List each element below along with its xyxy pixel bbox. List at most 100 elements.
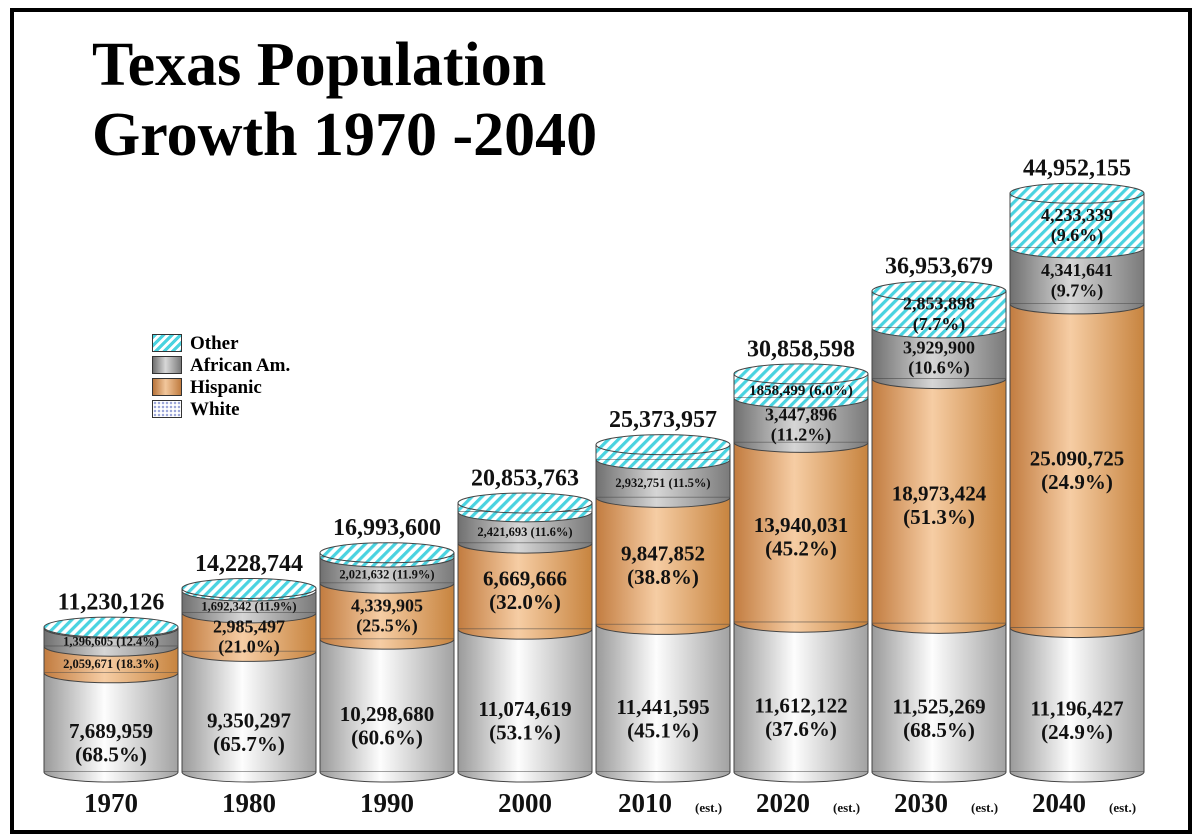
label-hispanic-1980: 2,985,497 (21.0%)	[213, 616, 285, 657]
label-african-1970: 1,396,605 (12.4%)	[63, 635, 159, 649]
x-tick-label-1970: 1970	[84, 788, 138, 818]
label-african-1980: 1,692,342 (11.9%)	[201, 599, 296, 613]
segment-curve-hispanic-2000	[457, 629, 593, 640]
segment-curve-african-1990	[319, 583, 455, 594]
legend-swatch-hispanic	[152, 378, 182, 396]
label-other-2040: 4,233,339 (9.6%)	[1041, 205, 1113, 246]
cylinder-top-2020	[733, 363, 869, 385]
label-white-2000: 11,074,619 (53.1%)	[478, 697, 571, 745]
segment-curve-hispanic-2030	[871, 623, 1007, 634]
label-african-2000: 2,421,693 (11.6%)	[477, 525, 572, 539]
segment-curve-african-2010	[595, 497, 731, 508]
legend-item-african: African Am.	[152, 354, 290, 376]
total-label-2010: 25,373,957	[609, 407, 717, 433]
segment-hispanic-2000	[457, 542, 593, 630]
x-tick-label-2030: 2030	[894, 788, 948, 818]
bar-2010	[595, 434, 731, 783]
segment-hispanic-2010	[595, 496, 731, 625]
cylinder-top-1970	[43, 616, 179, 638]
x-tick-label-1980: 1980	[222, 788, 276, 818]
segment-curve-other-2040	[1009, 247, 1145, 259]
chart-canvas: 7,689,959 (68.5%) 2,059,671 (18.3%) 1,396,6…	[43, 156, 1145, 818]
bar-2000	[457, 492, 593, 783]
segment-curve-african-2000	[457, 542, 593, 554]
segment-curve-hispanic-1980	[181, 651, 317, 662]
segment-curve-other-2010	[595, 459, 731, 471]
label-hispanic-2000: 6,669,666 (32.0%)	[483, 567, 567, 615]
label-african-2040: 4,341,641 (9.7%)	[1041, 260, 1113, 301]
chart-title-line-1: Texas Population	[92, 31, 547, 99]
legend-item-other: Other	[152, 332, 290, 354]
segment-curve-white-2010	[595, 771, 731, 783]
label-african-2030: 3,929,900 (10.6%)	[903, 337, 975, 378]
total-label-2000: 20,853,763	[471, 465, 579, 491]
total-label-1980: 14,228,744	[195, 551, 303, 577]
label-white-2030: 11,525,269 (68.5%)	[892, 694, 985, 742]
segment-white-2030	[871, 622, 1007, 773]
segment-curve-african-2020	[733, 442, 869, 453]
segment-hispanic-2040	[1009, 303, 1145, 629]
segment-white-2020	[733, 621, 869, 773]
x-tick-label-2010: 2010	[618, 788, 672, 818]
label-hispanic-2020: 13,940,031 (45.2%)	[754, 513, 849, 561]
label-white-2010: 11,441,595 (45.1%)	[616, 695, 709, 743]
x-tick-suffix-2030: (est.)	[971, 800, 998, 815]
segment-white-2000	[457, 628, 593, 773]
label-hispanic-1970: 2,059,671 (18.3%)	[63, 657, 159, 671]
segment-curve-white-1990	[319, 771, 455, 783]
segment-curve-other-2020	[733, 397, 869, 409]
cylinder-top-2040	[1009, 182, 1145, 204]
segment-white-2010	[595, 623, 731, 773]
segment-hispanic-2020	[733, 441, 869, 623]
x-tick-label-2040: 2040	[1032, 788, 1086, 818]
bar-1990	[319, 542, 455, 783]
segment-hispanic-2030	[871, 378, 1007, 624]
segment-curve-white-2030	[871, 771, 1007, 783]
cylinder-top-1990	[319, 542, 455, 564]
x-tick-suffix-2020: (est.)	[833, 800, 860, 815]
total-label-2030: 36,953,679	[885, 254, 993, 280]
label-hispanic-2010: 9,847,852 (38.8%)	[621, 542, 705, 590]
segment-curve-hispanic-1990	[319, 639, 455, 650]
label-african-1990: 2,021,632 (11.9%)	[339, 568, 434, 582]
cylinder-top-2010	[595, 434, 731, 456]
x-tick-suffix-2010: (est.)	[695, 800, 722, 815]
label-white-2040: 11,196,427 (24.9%)	[1030, 696, 1123, 744]
total-label-2040: 44,952,155	[1023, 156, 1131, 182]
legend-item-hispanic: Hispanic	[152, 376, 290, 398]
segment-curve-hispanic-2040	[1009, 627, 1145, 639]
bar-1970	[43, 616, 179, 783]
bar-2030	[871, 280, 1007, 783]
label-white-2020: 11,612,122 (37.6%)	[754, 694, 847, 742]
legend-swatch-african	[152, 356, 182, 374]
legend-label-african: African Am.	[190, 354, 291, 376]
segment-hispanic-1990	[319, 582, 455, 640]
legend: Other African Am. Hispanic White	[152, 332, 290, 420]
legend-swatch-other	[152, 334, 182, 352]
segment-white-1970	[43, 672, 179, 773]
labels-layer: 7,689,959 (68.5%) 2,059,671 (18.3%) 1,396,6…	[58, 156, 1136, 818]
label-white-1990: 10,298,680 (60.6%)	[340, 702, 435, 750]
chart-title-line-2: Growth 1970 -2040	[92, 101, 598, 169]
cylinder-top-2000	[457, 492, 593, 514]
label-white-1980: 9,350,297 (65.7%)	[207, 708, 291, 756]
legend-swatch-white	[152, 400, 182, 418]
segment-curve-african-1980	[181, 612, 317, 624]
legend-label-other: Other	[190, 332, 239, 354]
segment-white-1980	[181, 650, 317, 773]
legend-label-hispanic: Hispanic	[190, 376, 262, 398]
segment-curve-white-1980	[181, 771, 317, 783]
segment-curve-other-2000	[457, 511, 593, 523]
label-african-2020: 3,447,896 (11.2%)	[765, 404, 837, 445]
label-african-2010: 2,932,751 (11.5%)	[615, 476, 710, 490]
segment-curve-african-2030	[871, 378, 1007, 390]
segment-curve-hispanic-2010	[595, 624, 731, 635]
segment-white-1990	[319, 638, 455, 773]
segment-curve-white-2020	[733, 771, 869, 783]
label-hispanic-2040: 25.090,725 (24.9%)	[1030, 446, 1125, 494]
cylinder-top-2030	[871, 280, 1007, 302]
segment-curve-african-1970	[43, 646, 179, 657]
label-other-2020: 1858,499 (6.0%)	[749, 383, 853, 399]
legend-label-white: White	[190, 398, 240, 420]
x-tick-label-2000: 2000	[498, 788, 552, 818]
